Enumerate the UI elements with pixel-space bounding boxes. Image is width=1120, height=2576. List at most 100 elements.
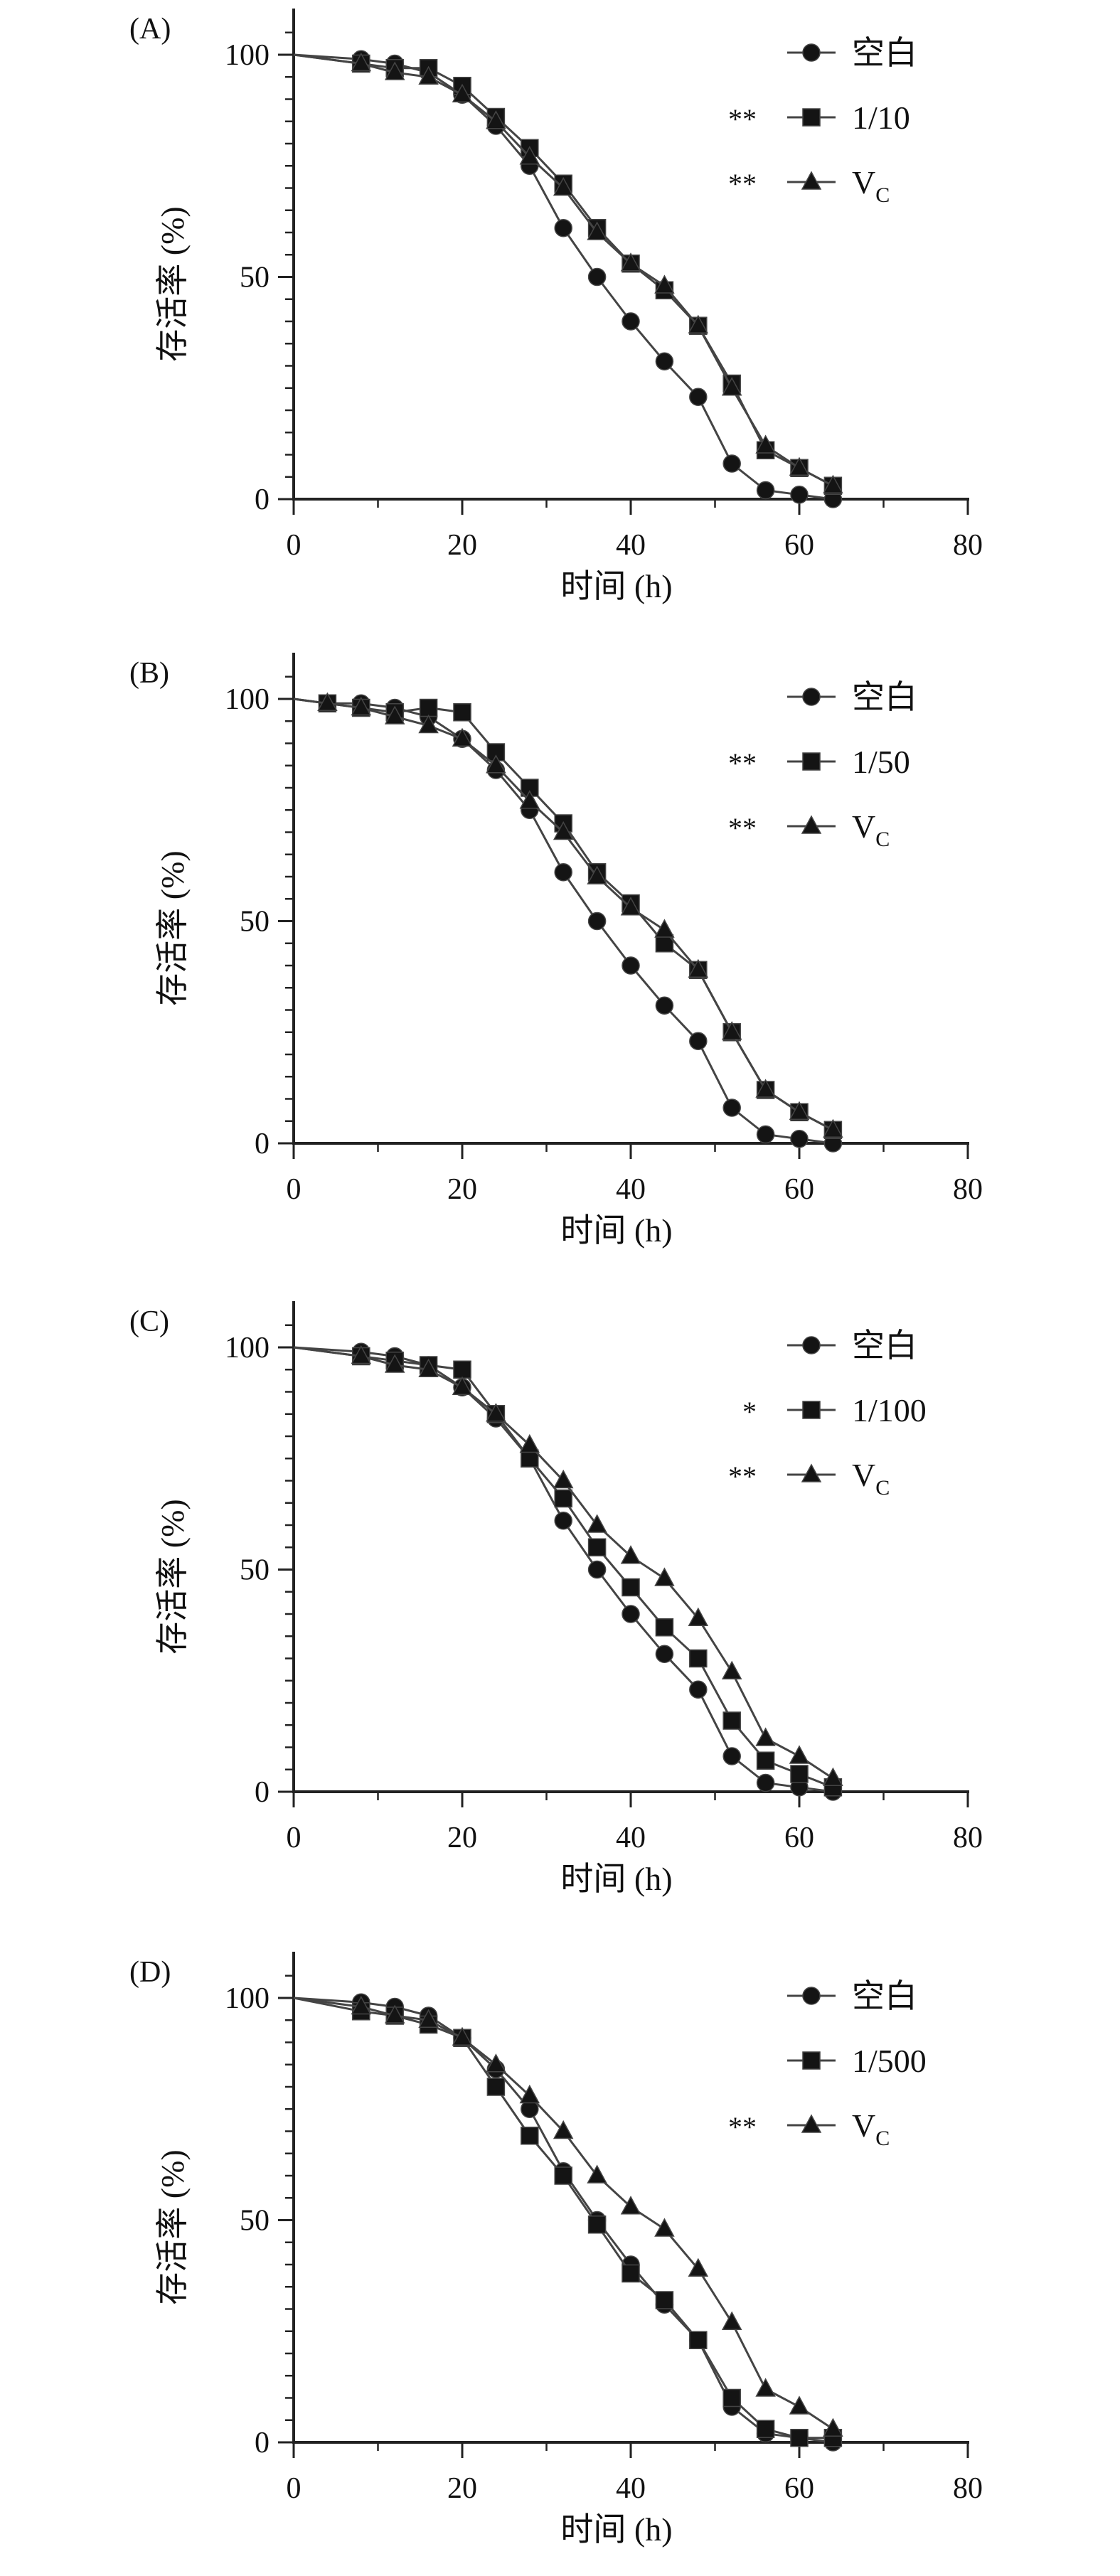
x-tick-label: 80 — [953, 1173, 983, 1206]
y-axis-title: 存活率 (%) — [154, 850, 191, 1005]
data-point-triangle — [486, 754, 506, 774]
data-point-circle — [622, 956, 640, 975]
data-point-triangle — [452, 727, 473, 747]
x-tick-label: 0 — [287, 2472, 302, 2505]
legend-label: 空白 — [852, 1978, 917, 2014]
data-point-triangle — [519, 1433, 540, 1453]
data-point-triangle — [823, 1767, 843, 1786]
legend-marker-circle — [802, 1336, 821, 1354]
series-line — [293, 1997, 833, 2444]
series-triangle — [293, 1995, 843, 2437]
data-point-triangle — [620, 897, 641, 916]
panel-label: (C) — [129, 1305, 169, 1338]
y-tick-label: 0 — [255, 1128, 270, 1160]
legend-marker-circle — [802, 688, 821, 706]
panel-2: (C) 0 50 100 0 20 40 60 80 时间 (h) 存活率 (%) 空白 1/100 * V… — [129, 1301, 983, 1897]
x-tick-label: 0 — [287, 1173, 302, 1206]
data-point-circle — [554, 863, 572, 882]
data-point-triangle — [620, 1545, 641, 1564]
data-point-triangle — [317, 692, 338, 711]
series-triangle — [293, 52, 843, 493]
x-tick-label: 20 — [447, 1173, 477, 1206]
x-tick-label: 40 — [616, 529, 646, 562]
data-point-triangle — [351, 1345, 372, 1364]
data-point-triangle — [654, 1567, 675, 1586]
y-tick-label: 100 — [225, 1332, 270, 1364]
data-point-square — [655, 1618, 674, 1637]
data-point-circle — [756, 481, 775, 500]
data-point-circle — [689, 1032, 708, 1050]
series-circle — [293, 1993, 843, 2452]
data-point-triangle — [654, 919, 675, 938]
y-tick-label: 50 — [240, 906, 270, 939]
series-line — [293, 1997, 833, 2439]
legend-marker-circle — [802, 43, 821, 62]
data-point-triangle — [688, 2257, 709, 2277]
legend: 空白 1/10 ** VC ** — [728, 35, 917, 207]
legend-marker-square — [802, 752, 821, 771]
data-point-circle — [756, 1125, 775, 1144]
data-point-triangle — [587, 1514, 607, 1533]
data-point-circle — [722, 1099, 741, 1117]
legend-label-text: 1/10 — [852, 100, 910, 136]
x-tick-label: 20 — [447, 2472, 477, 2505]
legend-label-text: 空白 — [852, 1327, 917, 1364]
data-point-triangle — [654, 2218, 675, 2237]
data-point-circle — [587, 912, 607, 931]
legend-marker-triangle — [801, 815, 822, 834]
data-point-square — [790, 1765, 809, 1783]
data-point-triangle — [384, 2004, 405, 2024]
series-line — [293, 1346, 834, 1780]
data-point-triangle — [688, 1607, 709, 1626]
data-point-square — [756, 1751, 775, 1770]
data-point-circle — [622, 312, 640, 331]
data-point-triangle — [654, 274, 675, 294]
legend-label-text: 空白 — [852, 679, 917, 715]
data-point-triangle — [688, 314, 709, 333]
data-point-square — [722, 2388, 741, 2407]
data-point-circle — [587, 1560, 607, 1579]
panel-label: (A) — [129, 13, 171, 46]
data-point-triangle — [418, 714, 439, 734]
x-tick-label: 80 — [953, 529, 983, 562]
data-point-triangle — [486, 2053, 506, 2073]
data-point-triangle — [384, 705, 405, 725]
data-point-triangle — [418, 1358, 439, 1377]
legend-marker-triangle — [801, 171, 822, 190]
y-axis-title: 存活率 (%) — [154, 2149, 191, 2304]
data-point-triangle — [789, 1745, 810, 1764]
legend-label: 1/100 — [852, 1392, 927, 1428]
data-point-square — [521, 779, 539, 797]
data-point-triangle — [418, 2009, 439, 2028]
data-point-square — [419, 698, 438, 717]
data-point-triangle — [553, 821, 574, 840]
significance-marker: ** — [728, 2111, 757, 2143]
y-tick-label: 0 — [255, 1776, 270, 1809]
legend-label-subscript: C — [875, 828, 890, 851]
data-point-triangle — [519, 790, 540, 809]
data-point-circle — [655, 1645, 674, 1663]
data-point-triangle — [755, 1727, 776, 1746]
y-tick-label: 100 — [225, 39, 270, 72]
data-point-triangle — [351, 1995, 372, 2015]
x-axis-title: 时间 (h) — [560, 568, 672, 604]
data-point-square — [622, 2264, 640, 2283]
x-tick-label: 80 — [953, 1822, 983, 1854]
data-point-circle — [554, 219, 572, 237]
y-tick-label: 50 — [240, 262, 270, 294]
significance-marker: ** — [728, 747, 757, 779]
data-point-circle — [587, 267, 607, 287]
y-tick-label: 0 — [255, 483, 270, 516]
y-tick-label: 100 — [225, 683, 270, 716]
data-point-square — [554, 2166, 572, 2185]
legend-label-text: 空白 — [852, 35, 917, 71]
legend-label-subscript: C — [875, 183, 890, 207]
data-point-triangle — [384, 61, 405, 80]
legend-label-text: 1/100 — [852, 1392, 927, 1428]
data-point-circle — [790, 1130, 809, 1148]
data-point-circle — [756, 1773, 775, 1792]
data-point-triangle — [587, 865, 607, 885]
legend-label: 1/50 — [852, 744, 910, 780]
legend: 空白 1/100 * VC ** — [728, 1327, 927, 1500]
